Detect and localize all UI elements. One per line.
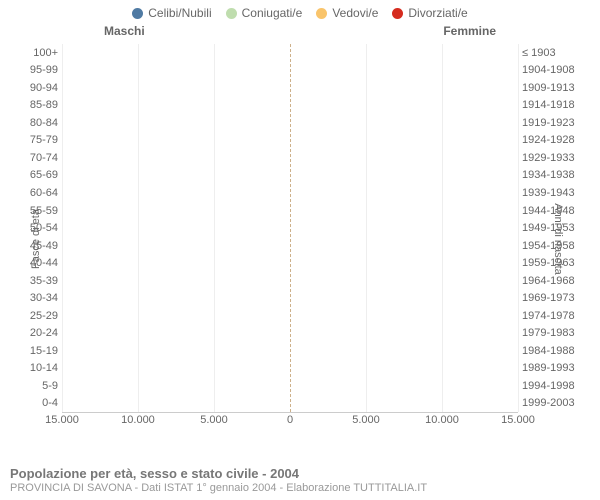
legend-label: Vedovi/e	[332, 6, 378, 20]
birth-year-label: 1994-1998	[522, 380, 586, 392]
birth-year-label: 1989-1993	[522, 362, 586, 374]
age-label: 40-44	[18, 257, 58, 269]
legend: Celibi/Nubili Coniugati/e Vedovi/e Divorzia…	[8, 6, 592, 20]
left-side-label: Maschi	[104, 24, 145, 38]
x-tick-label: 15.000	[501, 414, 535, 426]
legend-swatch	[392, 8, 403, 19]
birth-year-label: 1959-1963	[522, 257, 586, 269]
chart-zone: Fasce di età Anni di nascita 100+≤ 19039…	[8, 40, 592, 438]
gridline	[366, 44, 367, 412]
age-label: 80-84	[18, 117, 58, 129]
age-label: 75-79	[18, 134, 58, 146]
gridline	[62, 44, 63, 412]
x-axis: 15.00010.0005.00005.00010.00015.000	[62, 414, 518, 438]
legend-item: Coniugati/e	[226, 6, 303, 20]
gridline	[138, 44, 139, 412]
age-label: 50-54	[18, 222, 58, 234]
age-label: 65-69	[18, 169, 58, 181]
birth-year-label: 1964-1968	[522, 275, 586, 287]
chart-container: Celibi/Nubili Coniugati/e Vedovi/e Divorzia…	[0, 0, 600, 500]
legend-swatch	[226, 8, 237, 19]
age-label: 0-4	[18, 397, 58, 409]
age-label: 20-24	[18, 327, 58, 339]
birth-year-label: 1929-1933	[522, 152, 586, 164]
birth-year-label: 1984-1988	[522, 345, 586, 357]
birth-year-label: 1924-1928	[522, 134, 586, 146]
center-line	[290, 44, 291, 412]
birth-year-label: 1944-1948	[522, 205, 586, 217]
age-label: 60-64	[18, 187, 58, 199]
legend-swatch	[132, 8, 143, 19]
legend-swatch	[316, 8, 327, 19]
birth-year-label: 1949-1953	[522, 222, 586, 234]
age-label: 55-59	[18, 205, 58, 217]
x-tick-label: 10.000	[121, 414, 155, 426]
age-label: 90-94	[18, 82, 58, 94]
legend-label: Coniugati/e	[242, 6, 303, 20]
birth-year-label: 1909-1913	[522, 82, 586, 94]
age-label: 35-39	[18, 275, 58, 287]
age-label: 100+	[18, 47, 58, 59]
birth-year-label: ≤ 1903	[522, 47, 586, 59]
plot-area: 100+≤ 190395-991904-190890-941909-191385…	[62, 44, 518, 412]
gridline	[442, 44, 443, 412]
x-axis-line	[62, 412, 518, 413]
x-tick-label: 0	[287, 414, 293, 426]
chart-subtitle: PROVINCIA DI SAVONA - Dati ISTAT 1° genn…	[10, 482, 427, 494]
birth-year-label: 1954-1958	[522, 240, 586, 252]
right-side-label: Femmine	[443, 24, 496, 38]
legend-item: Vedovi/e	[316, 6, 378, 20]
birth-year-label: 1974-1978	[522, 310, 586, 322]
x-tick-label: 5.000	[352, 414, 380, 426]
birth-year-label: 1979-1983	[522, 327, 586, 339]
age-label: 10-14	[18, 362, 58, 374]
chart-title: Popolazione per età, sesso e stato civil…	[10, 466, 427, 481]
birth-year-label: 1939-1943	[522, 187, 586, 199]
legend-label: Divorziati/e	[408, 6, 467, 20]
birth-year-label: 1999-2003	[522, 397, 586, 409]
birth-year-label: 1934-1938	[522, 169, 586, 181]
legend-item: Celibi/Nubili	[132, 6, 211, 20]
gridline	[214, 44, 215, 412]
age-label: 15-19	[18, 345, 58, 357]
age-label: 25-29	[18, 310, 58, 322]
age-label: 95-99	[18, 64, 58, 76]
age-label: 30-34	[18, 292, 58, 304]
legend-item: Divorziati/e	[392, 6, 467, 20]
birth-year-label: 1914-1918	[522, 99, 586, 111]
age-label: 5-9	[18, 380, 58, 392]
x-tick-label: 10.000	[425, 414, 459, 426]
age-label: 85-89	[18, 99, 58, 111]
legend-label: Celibi/Nubili	[148, 6, 211, 20]
birth-year-label: 1969-1973	[522, 292, 586, 304]
birth-year-label: 1919-1923	[522, 117, 586, 129]
age-label: 70-74	[18, 152, 58, 164]
x-tick-label: 5.000	[200, 414, 228, 426]
x-tick-label: 15.000	[45, 414, 79, 426]
birth-year-label: 1904-1908	[522, 64, 586, 76]
side-titles: Maschi Femmine	[8, 24, 592, 38]
chart-footer: Popolazione per età, sesso e stato civil…	[10, 466, 427, 494]
age-label: 45-49	[18, 240, 58, 252]
gridline	[518, 44, 519, 412]
